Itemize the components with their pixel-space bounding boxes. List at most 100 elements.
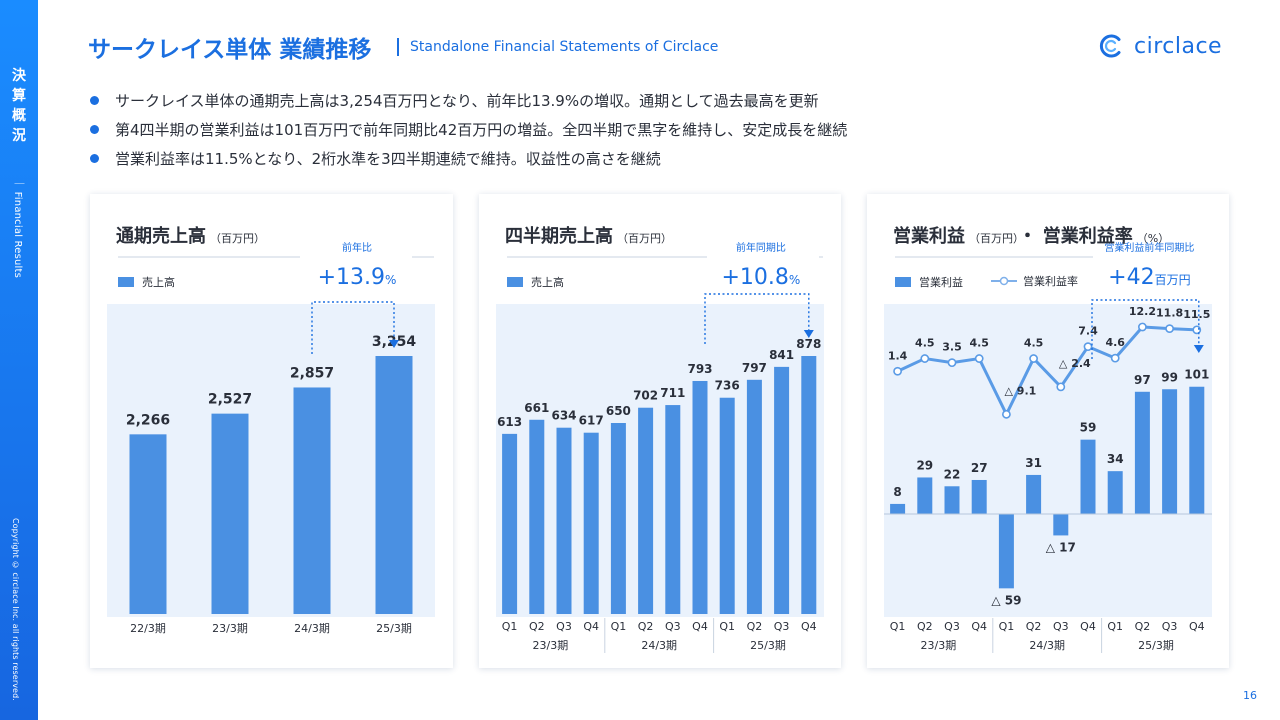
annotation-bracket: [704, 293, 810, 344]
bar: [1053, 514, 1069, 536]
data-label: 736: [715, 379, 740, 393]
x-tick-label: Q4: [971, 620, 987, 633]
sidebar-title-char: 況: [12, 128, 26, 144]
data-label: 29: [916, 458, 933, 472]
summary-bullets: サークレイス単体の通期売上高は3,254百万円となり、前年比13.9%の増収。通…: [90, 86, 847, 173]
x-tick-label: Q2: [1026, 620, 1042, 633]
bar: [665, 405, 681, 614]
circlace-logo-icon: [1099, 34, 1121, 58]
data-label: 613: [497, 415, 522, 429]
bar: [801, 356, 817, 614]
margin-point: [893, 366, 902, 376]
margin-point: [1137, 322, 1147, 332]
margin-label: 11.5: [1183, 308, 1210, 321]
x-tick-label: 22/3期: [130, 622, 166, 635]
margin-label: 11.8: [1156, 307, 1183, 320]
x-tick-label: Q3: [556, 620, 572, 633]
x-tick-label: Q4: [801, 620, 817, 633]
x-tick-label: Q1: [890, 620, 906, 633]
operating-profit-chart: 営業利益 営業利益率 8 29 22 27 △ 59 31 △ 17 59 34 97 99 101 1.4…: [884, 241, 1212, 653]
x-tick-label: Q3: [1162, 620, 1178, 633]
annotation-number: +13.9: [318, 265, 385, 290]
data-label: 650: [606, 404, 631, 418]
x-tick-label: Q3: [944, 620, 960, 633]
x-tick-label: Q1: [502, 620, 518, 633]
data-label: 2,527: [208, 392, 252, 408]
x-tick-label: Q2: [529, 620, 545, 633]
annotation-bracket: [311, 301, 395, 354]
data-label: 101: [1184, 368, 1209, 382]
margin-label: △ 9.1: [1005, 384, 1037, 397]
annotation-value: +10.8%: [721, 265, 800, 290]
data-label: 27: [971, 461, 988, 475]
annotation-label: 前年同期比: [736, 241, 786, 254]
bar: [1189, 386, 1205, 514]
logo: circlace: [1098, 30, 1222, 62]
data-label: 34: [1107, 452, 1124, 466]
group-label: 23/3期: [921, 639, 957, 652]
card-title-text: 四半期売上高: [505, 226, 613, 247]
data-label: 634: [551, 409, 576, 423]
card-title-text: 通期売上高: [116, 226, 206, 247]
data-label: 8: [893, 485, 901, 499]
bar: [971, 479, 987, 514]
margin-point: [974, 354, 984, 363]
bullet-dot-icon: [90, 154, 99, 163]
data-label: 97: [1134, 373, 1151, 387]
card-title-unit: （百万円）: [617, 232, 672, 245]
sidebar-title: 決 算 概 況: [9, 66, 29, 146]
bar: [917, 477, 933, 514]
card-title-unit-2: （%）: [1136, 232, 1170, 245]
x-tick-label: Q2: [638, 620, 654, 633]
bar: [1107, 471, 1123, 514]
sidebar-title-char: 決: [12, 68, 26, 84]
page-number: 16: [1243, 689, 1257, 702]
bullet-text: サークレイス単体の通期売上高は3,254百万円となり、前年比13.9%の増収。通…: [115, 92, 819, 110]
annual-sales-chart: 売上高2,26622/3期2,52723/3期2,85724/3期3,25425…: [107, 241, 435, 635]
bar: [746, 379, 762, 614]
group-label: 24/3期: [641, 639, 677, 652]
bar: [1080, 439, 1096, 514]
data-label: 31: [1025, 456, 1042, 470]
bullet-item: サークレイス単体の通期売上高は3,254百万円となり、前年比13.9%の増収。通…: [90, 86, 847, 115]
margin-point: [1056, 382, 1066, 392]
x-tick-label: Q1: [1107, 620, 1123, 633]
margin-point: [1083, 342, 1093, 352]
group-label: 23/3期: [533, 639, 569, 652]
bar: [529, 419, 545, 614]
legend-marker-icon: [999, 276, 1009, 286]
card-title-text: 営業利益: [893, 226, 965, 247]
copyright-text: Copyright © circlace Inc. all rights res…: [11, 518, 20, 701]
x-tick-label: Q3: [1053, 620, 1069, 633]
page-title: サークレイス単体 業績推移: [88, 37, 372, 63]
sidebar-subtitle: ｜ Financial Results: [12, 178, 23, 279]
data-label: 797: [742, 361, 767, 375]
annotation-value: +42百万円: [1108, 265, 1190, 290]
plot-background: [496, 304, 824, 617]
bar: [1134, 391, 1150, 514]
x-tick-label: Q1: [611, 620, 627, 633]
data-label: △ 17: [1046, 540, 1076, 554]
x-tick-label: Q3: [665, 620, 681, 633]
legend-label: 売上高: [531, 275, 564, 289]
margin-point: [1029, 354, 1038, 363]
x-tick-label: Q1: [999, 620, 1015, 633]
bar: [211, 413, 249, 614]
bar: [944, 486, 960, 514]
card-title-unit: （百万円）: [969, 232, 1019, 245]
legend-label: 営業利益率: [1023, 274, 1078, 288]
bullet-item: 第4四半期の営業利益は101百万円で前年同期比42百万円の増益。全四半期で黒字を…: [90, 115, 847, 144]
x-tick-label: 23/3期: [212, 622, 248, 635]
legend-swatch: [507, 277, 523, 287]
annotation-arrow-icon: [803, 330, 814, 338]
margin-label: 4.6: [1105, 336, 1125, 349]
margin-point: [1110, 353, 1120, 363]
bullet-text: 営業利益率は11.5%となり、2桁水準を3四半期連続で維持。収益性の高さを継続: [115, 150, 661, 168]
annotation-number: +10.8: [721, 265, 788, 290]
data-label: 661: [524, 401, 549, 415]
annual-sales-card: 売上高2,26622/3期2,52723/3期2,85724/3期3,25425…: [90, 194, 453, 668]
margin-label: 4.5: [969, 337, 989, 350]
x-tick-label: 24/3期: [294, 622, 330, 635]
bar: [583, 432, 599, 614]
x-tick-label: Q3: [774, 620, 790, 633]
